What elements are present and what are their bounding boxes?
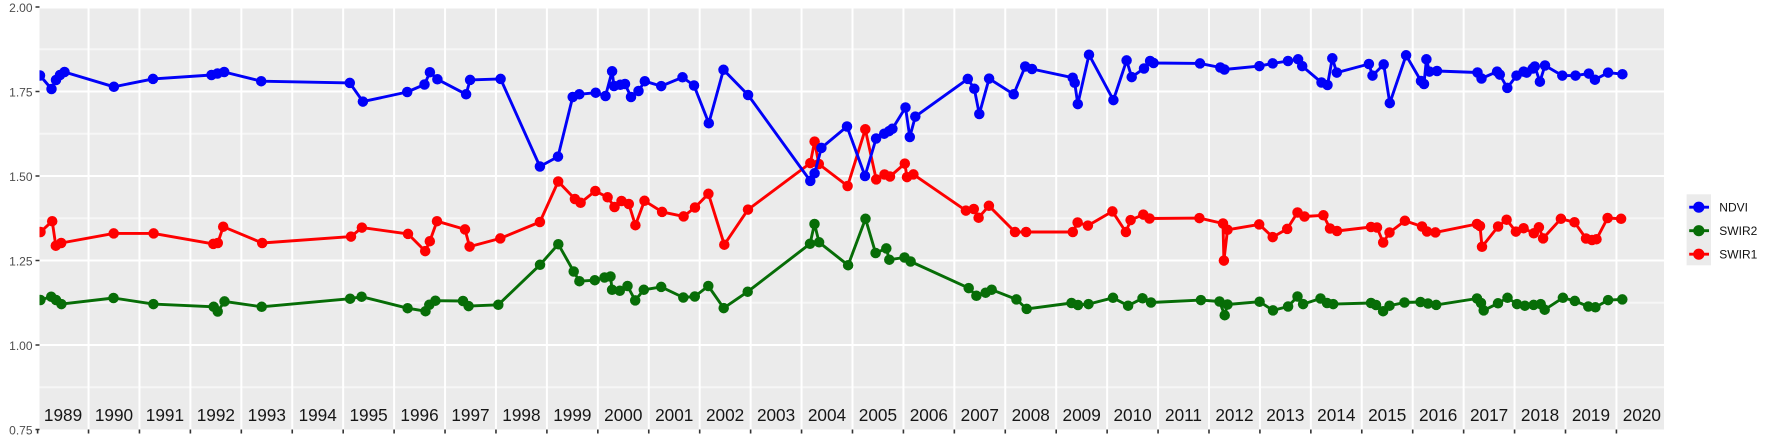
svg-text:2006: 2006 [910, 405, 948, 425]
svg-text:1994: 1994 [299, 405, 338, 425]
svg-text:2007: 2007 [961, 405, 999, 425]
svg-text:1.50: 1.50 [9, 170, 33, 184]
svg-text:2015: 2015 [1368, 405, 1406, 425]
svg-text:2008: 2008 [1012, 405, 1050, 425]
svg-text:2010: 2010 [1113, 405, 1151, 425]
svg-text:2000: 2000 [604, 405, 642, 425]
svg-text:1996: 1996 [400, 405, 438, 425]
svg-text:2005: 2005 [859, 405, 897, 425]
svg-text:2016: 2016 [1419, 405, 1457, 425]
svg-text:2.00: 2.00 [9, 1, 33, 15]
svg-text:1.25: 1.25 [9, 255, 33, 269]
svg-text:2014: 2014 [1317, 405, 1356, 425]
svg-text:2019: 2019 [1572, 405, 1610, 425]
svg-text:SWIR2: SWIR2 [1719, 224, 1757, 238]
svg-text:1989: 1989 [44, 405, 82, 425]
svg-text:2004: 2004 [808, 405, 847, 425]
svg-text:1993: 1993 [248, 405, 286, 425]
svg-text:2001: 2001 [655, 405, 693, 425]
svg-text:2009: 2009 [1063, 405, 1101, 425]
svg-text:1995: 1995 [350, 405, 388, 425]
svg-text:1991: 1991 [146, 405, 184, 425]
svg-text:1.75: 1.75 [9, 86, 33, 100]
svg-text:2013: 2013 [1266, 405, 1304, 425]
svg-text:2012: 2012 [1215, 405, 1253, 425]
svg-text:1999: 1999 [553, 405, 591, 425]
svg-text:2017: 2017 [1470, 405, 1508, 425]
svg-text:1997: 1997 [451, 405, 489, 425]
svg-text:2011: 2011 [1165, 405, 1202, 425]
svg-text:NDVI: NDVI [1719, 200, 1748, 214]
svg-text:1992: 1992 [197, 405, 235, 425]
svg-text:1990: 1990 [95, 405, 133, 425]
svg-text:0.75: 0.75 [9, 424, 33, 438]
svg-text:2020: 2020 [1623, 405, 1661, 425]
svg-text:SWIR1: SWIR1 [1719, 247, 1757, 261]
svg-text:2002: 2002 [706, 405, 744, 425]
svg-text:1998: 1998 [502, 405, 540, 425]
svg-text:2003: 2003 [757, 405, 795, 425]
svg-text:1.00: 1.00 [9, 339, 33, 353]
svg-text:2018: 2018 [1521, 405, 1559, 425]
